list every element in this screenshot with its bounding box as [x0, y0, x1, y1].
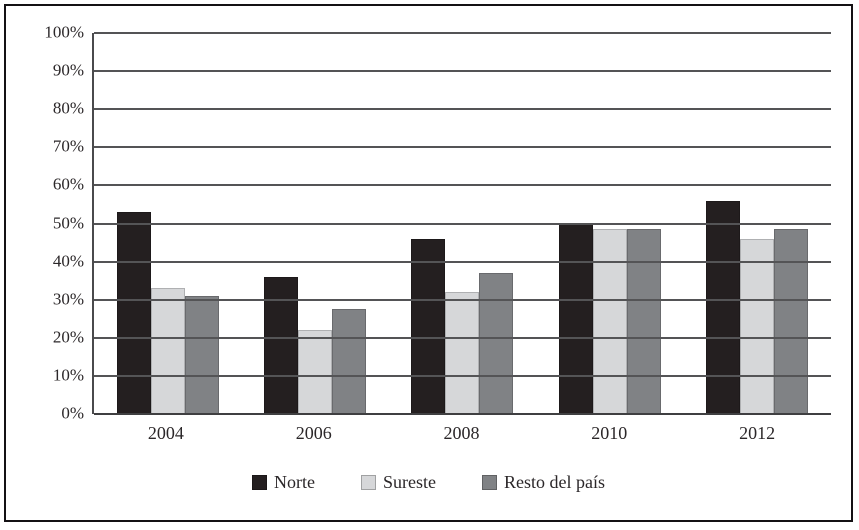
- bar-sureste-2010: [592, 229, 627, 414]
- gridline-100: [94, 32, 831, 34]
- gridline-60: [94, 184, 831, 187]
- gridline-40: [94, 260, 831, 263]
- bar-norte-2010: [558, 223, 593, 414]
- bar-sureste-2006: [298, 330, 333, 414]
- bar-group-2010: [536, 33, 683, 414]
- legend-item-resto-del-país: Resto del país: [481, 472, 605, 493]
- gridline-70: [94, 146, 831, 149]
- y-tick-label: 10%: [52, 365, 84, 385]
- x-tick-label-2006: 2006: [295, 423, 332, 443]
- x-axis-tick-labels: 2004 2006 2008 2010 2012: [92, 423, 831, 447]
- legend-swatch-icon: [360, 475, 376, 490]
- legend-label: Norte: [274, 472, 315, 492]
- bar-norte-2006: [264, 276, 299, 414]
- bar-sureste-2012: [740, 238, 775, 414]
- y-tick-label: 50%: [52, 213, 84, 233]
- y-tick-label: 100%: [44, 22, 84, 42]
- legend: Norte Sureste Resto del país: [6, 472, 851, 493]
- x-tick-label-2012: 2012: [739, 423, 776, 443]
- gridline-90: [94, 70, 831, 73]
- bar-norte-2004: [116, 212, 151, 414]
- plot-area: 100% 90% 80% 70% 60% 50% 40% 30% 20% 10% 0%: [44, 23, 831, 423]
- gridline-10: [94, 374, 831, 377]
- y-tick-label: 70%: [52, 136, 84, 156]
- bar-norte-2012: [706, 200, 741, 414]
- bar-resto-del-país-2010: [626, 229, 661, 414]
- bar-group-2004: [94, 33, 241, 414]
- gridline-20: [94, 336, 831, 339]
- x-tick-label-2008: 2008: [443, 423, 480, 443]
- bar-norte-2008: [411, 238, 446, 414]
- gridline-80: [94, 108, 831, 111]
- y-tick-label: 90%: [52, 60, 84, 80]
- bar-sureste-2004: [150, 288, 185, 414]
- y-tick-label: 20%: [52, 327, 84, 347]
- legend-item-sureste: Sureste: [360, 472, 436, 493]
- y-tick-label: 30%: [52, 289, 84, 309]
- bar-group-2012: [684, 33, 831, 414]
- x-tick-label-2010: 2010: [591, 423, 628, 443]
- bar-resto-del-país-2012: [774, 229, 809, 414]
- x-tick-label-2004: 2004: [147, 423, 184, 443]
- legend-swatch-icon: [481, 475, 497, 490]
- gridline-50: [94, 222, 831, 225]
- y-tick-label: 60%: [52, 174, 84, 194]
- bar-sureste-2008: [445, 292, 480, 414]
- legend-swatch-icon: [252, 475, 267, 490]
- bar-resto-del-país-2004: [184, 295, 219, 414]
- bar-resto-del-país-2008: [479, 273, 514, 414]
- bar-group-2008: [389, 33, 536, 414]
- gridline-30: [94, 298, 831, 301]
- y-tick-label: 40%: [52, 251, 84, 271]
- legend-item-norte: Norte: [252, 472, 315, 493]
- y-tick-label: 0%: [61, 403, 84, 423]
- chart-frame: 100% 90% 80% 70% 60% 50% 40% 30% 20% 10% 0% 2004 20…: [4, 4, 853, 522]
- y-tick-label: 80%: [52, 98, 84, 118]
- legend-label: Sureste: [382, 472, 436, 492]
- gridline-0: [94, 413, 831, 415]
- bar-resto-del-país-2006: [332, 309, 367, 414]
- legend-label: Resto del país: [503, 472, 605, 492]
